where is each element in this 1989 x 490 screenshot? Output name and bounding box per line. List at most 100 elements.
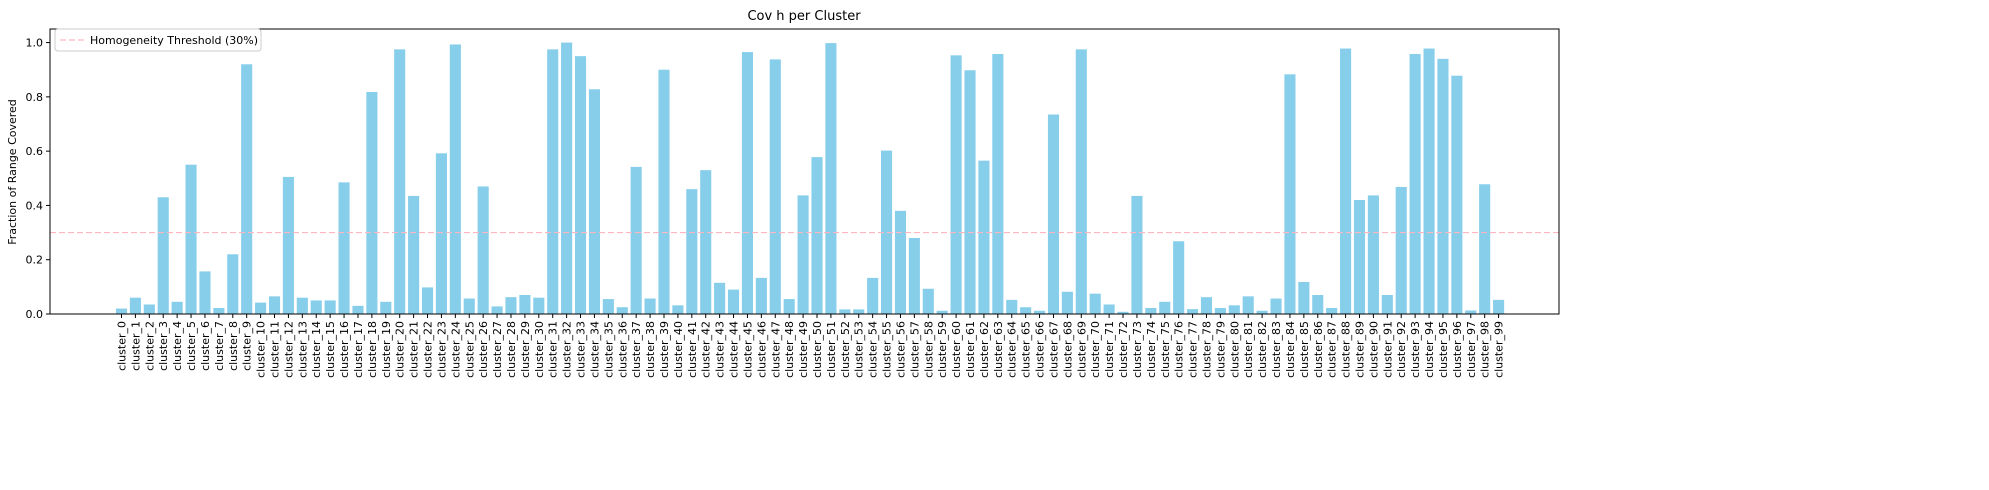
bar-cluster_91 (1381, 295, 1393, 314)
x-tick-label: cluster_28 (505, 321, 518, 378)
y-tick-label: 0.0 (26, 308, 44, 321)
bar-cluster_34 (588, 89, 600, 314)
bar-cluster_30 (533, 297, 545, 314)
bar-cluster_61 (964, 70, 976, 314)
x-tick-label: cluster_43 (714, 321, 727, 378)
bar-cluster_51 (825, 43, 837, 315)
x-tick-label: cluster_26 (477, 321, 490, 378)
bar-cluster_5 (185, 164, 197, 314)
bar-cluster_18 (366, 91, 378, 314)
x-tick-label: cluster_80 (1228, 321, 1241, 378)
x-tick-label: cluster_93 (1409, 321, 1422, 378)
x-tick-label: cluster_18 (366, 321, 379, 378)
x-tick-label: cluster_2 (143, 321, 156, 371)
y-axis-label: Fraction of Range Covered (6, 99, 19, 245)
y-tick-label: 0.8 (26, 91, 44, 104)
bar-cluster_67 (1047, 114, 1060, 314)
x-tick-label: cluster_52 (839, 321, 852, 378)
x-tick-label: cluster_81 (1242, 321, 1255, 378)
legend-box (54, 28, 262, 52)
x-tick-label: cluster_96 (1451, 321, 1464, 378)
x-tick-label: cluster_60 (950, 321, 963, 378)
bar-cluster_73 (1131, 195, 1143, 314)
bar-cluster_19 (380, 301, 392, 314)
x-tick-label: cluster_50 (811, 321, 824, 378)
x-tick-label: cluster_73 (1131, 321, 1144, 378)
bar-cluster_43 (714, 282, 726, 314)
bar-cluster_54 (867, 277, 879, 314)
bar-cluster_23 (435, 153, 447, 314)
bar-cluster_21 (408, 195, 420, 314)
bar-cluster_6 (199, 271, 211, 314)
bar-cluster_12 (282, 176, 294, 314)
x-tick-label: cluster_86 (1312, 321, 1325, 378)
x-tick-label: cluster_9 (241, 321, 254, 371)
x-tick-label: cluster_24 (449, 321, 462, 378)
x-tick-label: cluster_65 (1020, 321, 1033, 378)
bar-cluster_78 (1200, 297, 1213, 314)
bar-cluster_48 (783, 299, 795, 314)
x-tick-label: cluster_77 (1187, 321, 1200, 378)
bar-cluster_71 (1103, 304, 1115, 314)
bar-cluster_2 (143, 304, 155, 314)
bar-cluster_8 (227, 254, 239, 314)
bar-cluster_89 (1353, 200, 1366, 314)
bar-cluster_9 (241, 64, 253, 314)
x-tick-label: cluster_51 (825, 321, 838, 378)
x-tick-label: cluster_88 (1340, 321, 1353, 378)
bar-cluster_52 (839, 309, 851, 314)
bar-cluster_95 (1437, 58, 1449, 314)
bar-cluster_45 (741, 52, 753, 314)
bars-group (115, 42, 1505, 315)
bar-cluster_79 (1214, 308, 1226, 314)
x-tick-label: cluster_48 (783, 321, 796, 378)
bar-cluster_25 (463, 298, 475, 314)
x-tick-label: cluster_58 (922, 321, 935, 378)
bar-cluster_64 (1006, 299, 1018, 314)
bar-cluster_32 (561, 42, 573, 314)
x-tick-label: cluster_56 (894, 321, 907, 378)
bar-cluster_96 (1451, 75, 1463, 314)
bar-cluster_37 (630, 166, 642, 314)
x-tick-label: cluster_39 (658, 321, 671, 378)
x-tick-label: cluster_87 (1326, 321, 1339, 378)
y-tick-label: 0.2 (26, 254, 44, 267)
x-tick-label: cluster_16 (338, 321, 351, 378)
bar-cluster_76 (1173, 241, 1185, 314)
bar-cluster_74 (1145, 308, 1157, 314)
plot-frame (49, 28, 1560, 315)
x-tick-label: cluster_54 (867, 321, 880, 378)
bar-cluster_81 (1242, 296, 1254, 314)
bar-cluster_39 (658, 69, 670, 315)
bar-cluster_4 (171, 301, 183, 314)
bar-cluster_11 (268, 296, 281, 314)
chart-title: Cov h per Cluster (747, 9, 861, 24)
bar-cluster_36 (616, 307, 628, 314)
x-tick-label: cluster_49 (797, 321, 810, 378)
x-tick-label: cluster_8 (227, 321, 240, 371)
x-tick-label: cluster_14 (310, 321, 323, 378)
x-tick-label: cluster_76 (1173, 321, 1186, 378)
bar-cluster_70 (1089, 293, 1101, 314)
x-tick-label: cluster_11 (269, 321, 282, 378)
x-tick-label: cluster_74 (1145, 321, 1158, 378)
bar-cluster_92 (1395, 186, 1407, 314)
x-tick-label: cluster_53 (853, 321, 866, 378)
bar-cluster_63 (992, 53, 1004, 314)
bar-cluster_40 (672, 305, 684, 314)
x-tick-label: cluster_63 (992, 321, 1005, 378)
x-tick-label: cluster_97 (1465, 321, 1478, 378)
x-tick-label: cluster_29 (519, 321, 532, 378)
x-tick-label: cluster_23 (435, 321, 448, 378)
bar-cluster_35 (602, 299, 614, 314)
bar-cluster_99 (1493, 299, 1505, 314)
bar-cluster_75 (1159, 301, 1171, 314)
bar-cluster_86 (1312, 295, 1324, 314)
x-tick-label: cluster_17 (352, 321, 365, 378)
x-tick-label: cluster_91 (1381, 321, 1394, 378)
bar-cluster_28 (505, 297, 517, 314)
x-tick-label: cluster_71 (1103, 321, 1116, 378)
bar-cluster_68 (1061, 291, 1073, 314)
bar-cluster_83 (1270, 298, 1282, 314)
